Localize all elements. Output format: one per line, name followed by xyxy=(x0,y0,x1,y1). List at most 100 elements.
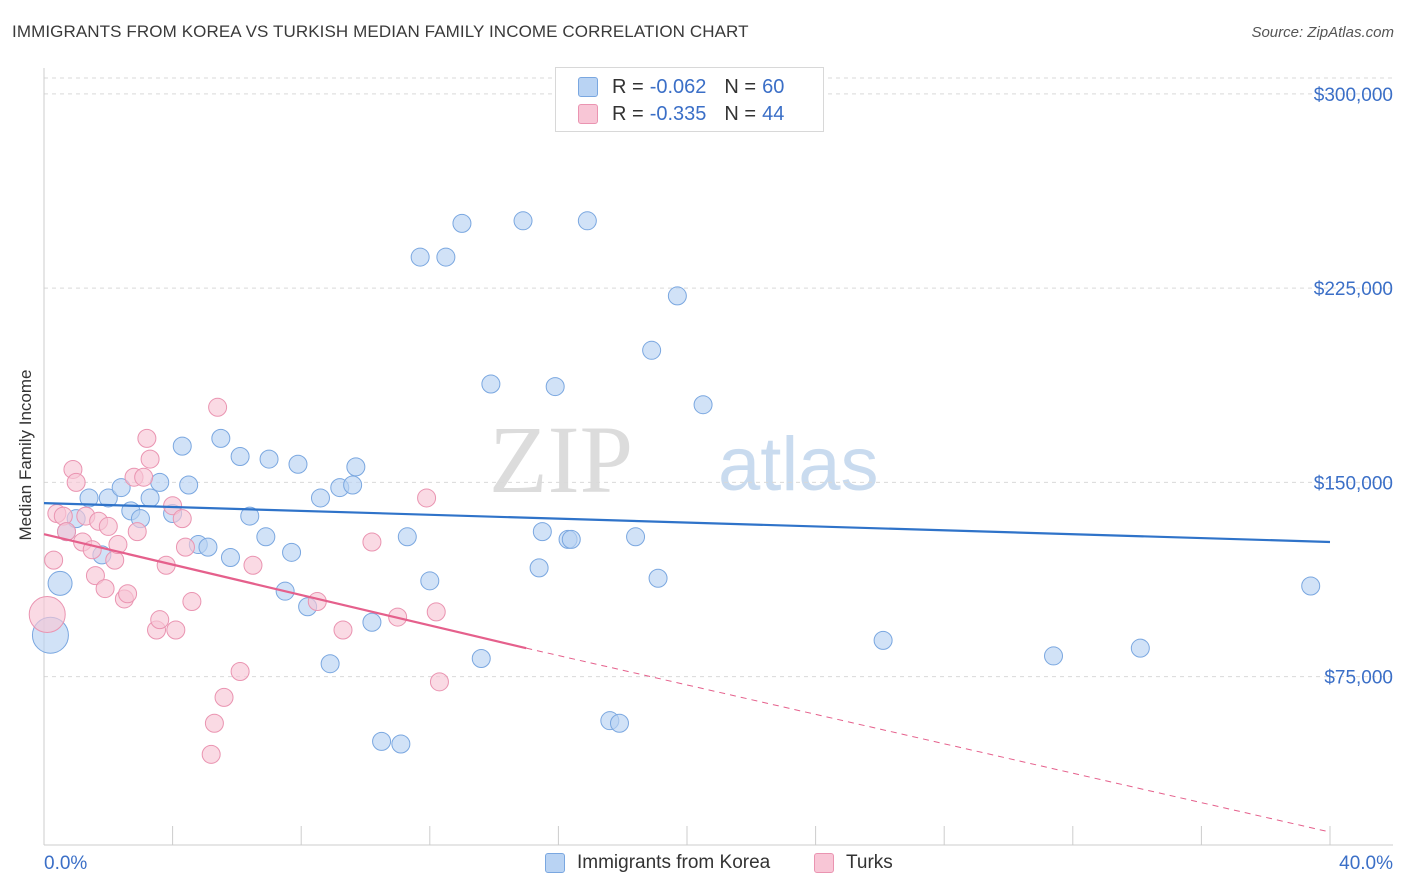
korea-point xyxy=(98,488,118,508)
turks-point xyxy=(105,550,125,570)
legend-n-value: 44 xyxy=(762,102,785,125)
korea-point xyxy=(282,542,302,562)
korea-point xyxy=(1301,576,1321,596)
turks-point xyxy=(243,555,263,575)
korea-point xyxy=(420,571,440,591)
legend-item-turks: Turks xyxy=(814,852,893,874)
korea-point xyxy=(693,395,713,415)
legend-label-korea: Immigrants from Korea xyxy=(577,852,771,873)
korea-point xyxy=(577,211,597,231)
turks-point xyxy=(166,620,186,640)
watermark: ZIP atlas xyxy=(489,406,879,513)
turks-point xyxy=(150,610,170,630)
axes xyxy=(43,68,1393,846)
turks-point xyxy=(214,687,234,707)
legend-r-label: R = xyxy=(612,75,644,98)
korea-point xyxy=(410,247,430,267)
korea-point xyxy=(1130,638,1150,658)
turks-point xyxy=(307,592,327,612)
legend-swatch-turks xyxy=(578,104,598,124)
korea-point xyxy=(198,537,218,557)
korea-point xyxy=(648,568,668,588)
turks-point xyxy=(44,550,64,570)
korea-point xyxy=(667,286,687,306)
korea-point xyxy=(397,527,417,547)
y-tick-label: $75,000 xyxy=(1324,668,1393,689)
legend-r-value: -0.062 xyxy=(649,75,707,98)
turks-points xyxy=(28,397,449,764)
korea-point xyxy=(609,713,629,733)
legend-swatch-turks xyxy=(814,853,834,873)
correlation-legend: R = -0.062 N = 60 R = -0.335 N = 44 xyxy=(555,67,824,132)
series-legend: Immigrants from Korea Turks xyxy=(0,852,1406,878)
y-axis-label: Median Family Income xyxy=(16,369,35,541)
korea-point xyxy=(529,558,549,578)
korea-point xyxy=(111,478,131,498)
korea-point xyxy=(545,377,565,397)
y-tick-label: $225,000 xyxy=(1314,279,1393,300)
korea-point xyxy=(561,529,581,549)
korea-point xyxy=(532,522,552,542)
turks-point xyxy=(140,449,160,469)
legend-row-korea: R = -0.062 N = 60 xyxy=(578,75,784,99)
turks-point xyxy=(108,535,128,555)
korea-point xyxy=(626,527,646,547)
korea-point xyxy=(179,475,199,495)
korea-point xyxy=(391,734,411,754)
turks-point xyxy=(137,428,157,448)
korea-point xyxy=(642,340,662,360)
legend-row-turks: R = -0.335 N = 44 xyxy=(578,102,784,126)
legend-n-label: N = xyxy=(724,102,757,125)
turks-point xyxy=(182,592,202,612)
korea-point xyxy=(220,548,240,568)
korea-point xyxy=(79,488,99,508)
legend-n-label: N = xyxy=(724,75,757,98)
korea-point xyxy=(436,247,456,267)
turks-point xyxy=(201,744,221,764)
chart-title: IMMIGRANTS FROM KOREA VS TURKISH MEDIAN … xyxy=(12,22,749,41)
turks-point xyxy=(134,467,154,487)
legend-r-label: R = xyxy=(612,102,644,125)
turks-point xyxy=(66,472,86,492)
turks-point xyxy=(362,532,382,552)
korea-point xyxy=(150,472,170,492)
turks-point xyxy=(417,488,437,508)
turks-point xyxy=(230,661,250,681)
turks-point xyxy=(175,537,195,557)
korea-point xyxy=(471,649,491,669)
korea-point xyxy=(452,213,472,233)
korea-point xyxy=(140,488,160,508)
korea-point xyxy=(343,475,363,495)
korea-point xyxy=(1044,646,1064,666)
turks-point xyxy=(208,397,228,417)
source-credit: Source: ZipAtlas.com xyxy=(1251,24,1394,41)
korea-point xyxy=(346,457,366,477)
turks-point xyxy=(127,522,147,542)
y-tick-labels: $75,000 $150,000 $225,000 $300,000 xyxy=(1314,85,1393,689)
korea-point xyxy=(211,428,231,448)
turks-point xyxy=(426,602,446,622)
x-tick-label: 0.0% xyxy=(44,853,87,874)
turks-point xyxy=(118,584,138,604)
korea-trend-line xyxy=(43,502,1331,544)
turks-point xyxy=(85,566,105,586)
korea-point xyxy=(320,654,340,674)
korea-point xyxy=(256,527,276,547)
turks-point xyxy=(172,509,192,529)
korea-points xyxy=(31,211,1321,754)
legend-n-value: 60 xyxy=(762,75,785,98)
korea-point xyxy=(288,454,308,474)
turks-point xyxy=(28,595,66,633)
legend-r-value: -0.335 xyxy=(649,102,707,125)
legend-item-korea: Immigrants from Korea xyxy=(545,852,770,874)
x-tick-label: 40.0% xyxy=(1339,853,1393,874)
watermark-zip: ZIP xyxy=(489,406,633,513)
korea-point xyxy=(240,506,260,526)
turks-point xyxy=(53,506,73,526)
turks-point xyxy=(98,516,118,536)
korea-point xyxy=(310,488,330,508)
watermark-atlas: atlas xyxy=(718,422,879,507)
y-tick-label: $300,000 xyxy=(1314,85,1393,106)
turks-point xyxy=(429,672,449,692)
